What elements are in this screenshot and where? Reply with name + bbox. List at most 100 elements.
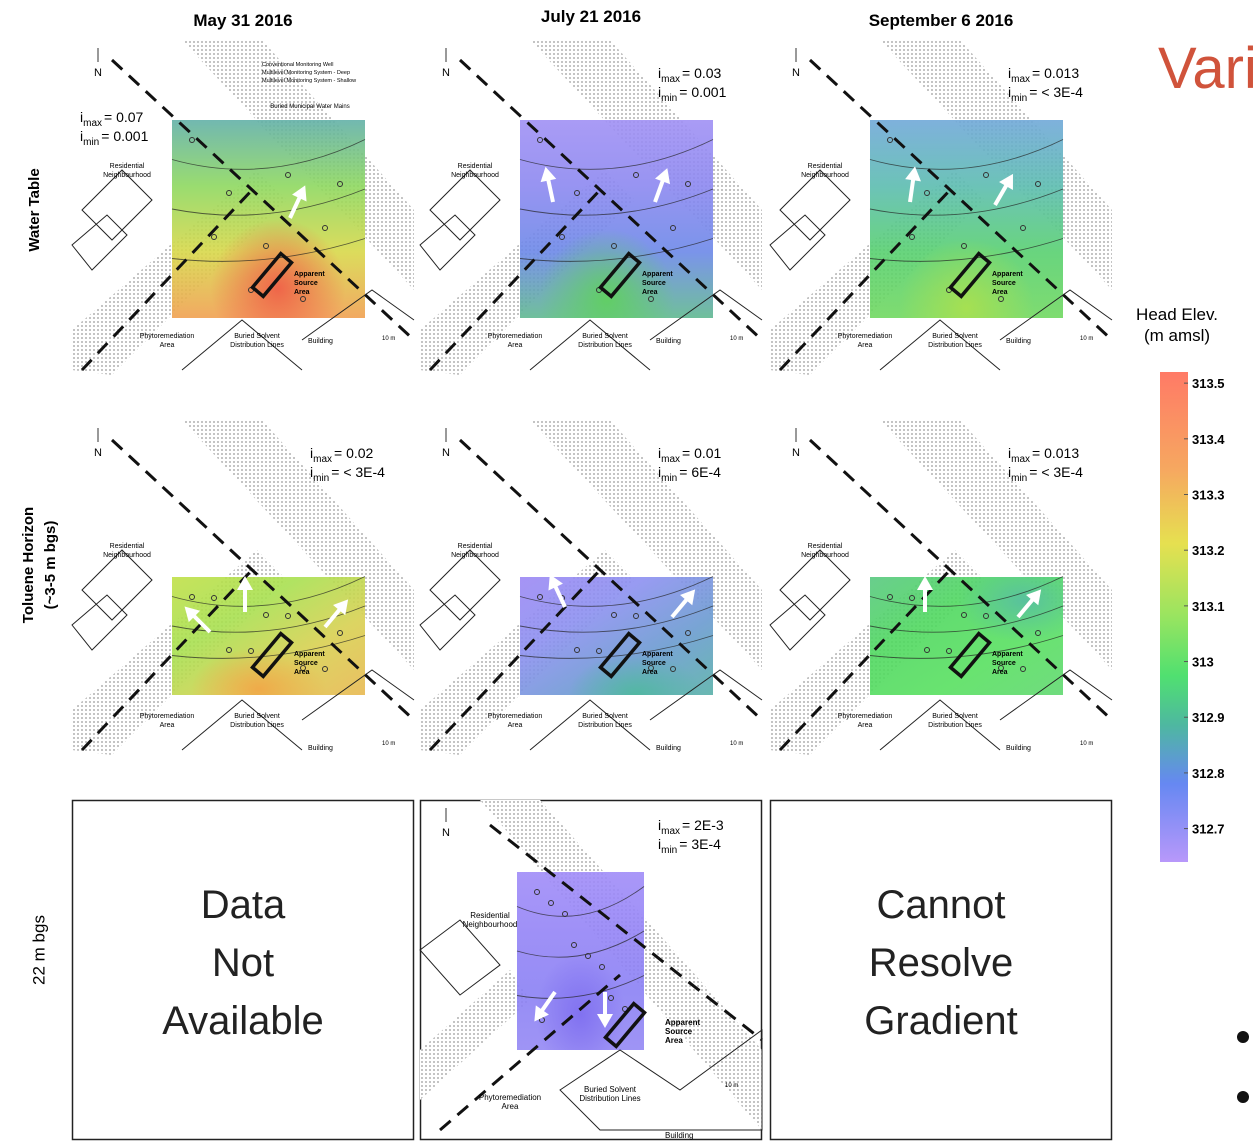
map-label: Area	[642, 669, 658, 676]
monitoring-well	[189, 137, 195, 143]
map-label: Apparent	[665, 1018, 700, 1027]
colorbar-tick-label: 313.3	[1192, 488, 1225, 503]
building-outline	[769, 169, 851, 271]
legend-entry: Multilevel Monitoring System - Deep	[262, 70, 350, 76]
monitoring-well	[211, 234, 217, 240]
map-label: Residential	[470, 911, 510, 920]
map-label: Distribution Lines	[928, 722, 982, 729]
monitoring-well	[648, 665, 654, 671]
monitoring-well	[608, 995, 614, 1001]
source-area	[603, 1001, 647, 1049]
map-label: Neighbourhood	[451, 172, 499, 179]
flow-arrow	[653, 168, 671, 203]
flow-arrow	[534, 990, 557, 1022]
map-label: Building	[656, 338, 681, 345]
gradient-value: = 0.01	[682, 445, 722, 461]
contour-line	[519, 139, 714, 170]
flow-arrow	[288, 185, 307, 219]
panel-message: Resolve	[869, 941, 1014, 985]
map-label: Apparent	[992, 271, 1023, 278]
panel-message: Available	[162, 999, 324, 1043]
flow-arrow	[993, 173, 1013, 206]
map-panel: NResidentialNeighbourhoodApparentSourceA…	[71, 40, 416, 375]
head-hotspot	[517, 872, 644, 1050]
colorbar-tick-label: 312.8	[1192, 766, 1225, 781]
contour-line	[516, 930, 645, 958]
map-label: Residential	[808, 163, 843, 170]
monitoring-well	[571, 942, 577, 948]
map-label: Building	[1006, 745, 1031, 752]
column-title: May 31 2016	[193, 11, 292, 30]
monitoring-well	[263, 243, 269, 249]
row-label: Toluene Horizon	[20, 507, 37, 623]
map-label: Building	[308, 338, 333, 345]
flow-arrow	[905, 166, 921, 203]
map-label: Buried Solvent	[234, 333, 280, 340]
monitoring-well	[961, 243, 967, 249]
map-label: Phytoremediation	[140, 333, 195, 340]
gradient-subscript: max	[1011, 74, 1030, 85]
map-label: Residential	[110, 163, 145, 170]
map-label: Buried Solvent	[932, 713, 978, 720]
water-main	[80, 568, 254, 752]
water-main	[489, 823, 763, 1042]
gradient-annotation: imax = 0.013	[1008, 65, 1079, 85]
panel-message: Not	[212, 941, 274, 985]
gradient-symbol: i	[310, 464, 313, 480]
map: NResidentialNeighbourhoodApparentSourceA…	[419, 800, 763, 1140]
monitoring-well	[924, 190, 930, 196]
monitoring-well	[961, 612, 967, 618]
map: NResidentialNeighbourhoodApparentSourceA…	[71, 420, 416, 755]
gradient-value: = 3E-4	[679, 836, 721, 852]
gradient-annotation: imax = 0.02	[310, 445, 374, 465]
monitoring-well	[648, 296, 654, 302]
gradient-symbol: i	[1008, 464, 1011, 480]
monitoring-well	[909, 234, 915, 240]
gradient-annotation: imin = 3E-4	[658, 836, 721, 856]
gradient-annotation: imin = < 3E-4	[1008, 84, 1083, 104]
map-label: Buried Solvent	[584, 1085, 637, 1094]
gradient-annotation: imin = < 3E-4	[310, 464, 385, 484]
colorbar-tick-label: 312.7	[1192, 822, 1225, 837]
building-outline	[419, 919, 501, 996]
building-outline	[559, 1029, 763, 1131]
map-label: Source	[642, 660, 666, 667]
north-label: N	[442, 67, 450, 79]
monitoring-well	[300, 296, 306, 302]
gradient-value: = 6E-4	[679, 464, 721, 480]
scale-label: 10 m	[730, 336, 743, 342]
map-label: Distribution Lines	[230, 342, 284, 349]
map-label: Phytoremediation	[838, 333, 893, 340]
building-outline	[529, 669, 763, 751]
map-label: Source	[665, 1027, 693, 1036]
map-label: Neighbourhood	[103, 552, 151, 559]
flow-arrow	[597, 992, 613, 1028]
map-panel: NResidentialNeighbourhoodApparentSourceA…	[419, 799, 763, 1141]
map-label: Building	[308, 745, 333, 752]
source-area	[250, 251, 294, 299]
building-outline	[181, 289, 415, 371]
bullet	[1237, 1031, 1249, 1043]
monitoring-well	[685, 630, 691, 636]
monitoring-well	[337, 181, 343, 187]
slide-title-fragment: Vari	[1158, 36, 1254, 101]
panel-message: Gradient	[864, 999, 1017, 1043]
gradient-subscript: min	[1011, 93, 1027, 104]
gradient-value: = 0.07	[104, 109, 144, 125]
map-label: Phytoremediation	[140, 713, 195, 720]
gradient-value: = < 3E-4	[1029, 464, 1083, 480]
building-outline	[181, 669, 415, 751]
scale-label: 10 m	[730, 741, 743, 747]
contour-line	[869, 576, 1064, 607]
map-label: Area	[992, 289, 1008, 296]
colorbar-title: (m amsl)	[1144, 326, 1210, 345]
gradient-subscript: max	[661, 74, 680, 85]
gradient-value: = 0.013	[1032, 65, 1079, 81]
flow-arrow	[1016, 589, 1042, 619]
map-label: Neighbourhood	[463, 920, 518, 929]
building-outline	[879, 289, 1113, 371]
gradient-subscript: max	[83, 118, 102, 129]
monitoring-well	[548, 900, 554, 906]
monitoring-well	[998, 296, 1004, 302]
